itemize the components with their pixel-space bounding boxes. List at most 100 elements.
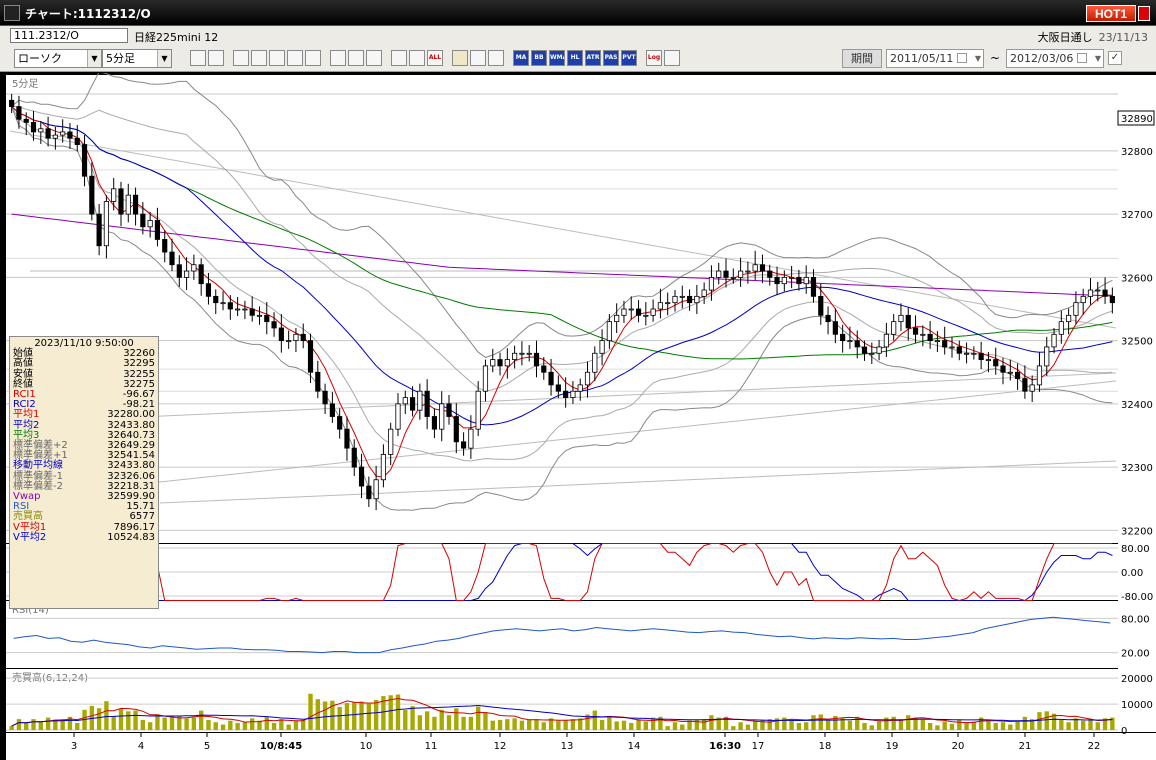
pvt-button[interactable]: PVT bbox=[621, 50, 637, 66]
candle-body bbox=[395, 403, 401, 430]
candle-body bbox=[781, 276, 787, 285]
data-window-label: 平均3 bbox=[13, 429, 40, 441]
candle-body bbox=[373, 479, 379, 500]
hl-button[interactable]: HL bbox=[567, 50, 583, 66]
ma-button[interactable]: MA bbox=[513, 50, 529, 66]
data-window-value: 32433.80 bbox=[107, 419, 155, 431]
candle-body bbox=[934, 340, 940, 343]
candle-body bbox=[796, 276, 802, 285]
candle2-icon[interactable] bbox=[409, 50, 425, 66]
wma-button[interactable]: WMA bbox=[549, 50, 565, 66]
calendar-icon[interactable] bbox=[957, 53, 967, 63]
candle-body bbox=[475, 390, 481, 430]
swap-icon[interactable] bbox=[287, 50, 303, 66]
bar-icon[interactable] bbox=[269, 50, 285, 66]
chevron-down-icon[interactable]: ▼ bbox=[1094, 54, 1101, 63]
candle1-icon[interactable] bbox=[391, 50, 407, 66]
redo-icon[interactable] bbox=[366, 50, 382, 66]
candle-body bbox=[891, 321, 897, 335]
candle-body bbox=[920, 333, 926, 336]
pen-icon[interactable] bbox=[330, 50, 346, 66]
candle-body bbox=[424, 390, 430, 417]
log-icon[interactable]: Log bbox=[646, 50, 662, 66]
palette-icon[interactable] bbox=[488, 50, 504, 66]
data-window-value: 7896.17 bbox=[113, 521, 155, 533]
volume-bar bbox=[308, 693, 313, 730]
rsi-line bbox=[13, 616, 1111, 654]
date-to-value: 2012/03/06 bbox=[1010, 52, 1074, 65]
candle-body bbox=[956, 346, 962, 354]
volume-bar bbox=[446, 715, 452, 730]
candle-body bbox=[614, 314, 620, 323]
rsi-y-label: 80.00 bbox=[1121, 614, 1150, 625]
x-axis-label: 22 bbox=[1088, 741, 1101, 752]
candle-body bbox=[380, 454, 386, 481]
price-panel[interactable] bbox=[6, 75, 1118, 543]
rsi-panel[interactable] bbox=[6, 601, 1118, 668]
info-icon[interactable] bbox=[305, 50, 321, 66]
candle-body bbox=[657, 302, 663, 310]
x-axis-area bbox=[6, 733, 1156, 760]
volume-bar bbox=[716, 717, 721, 730]
rsi-y-label: 20.00 bbox=[1121, 649, 1150, 660]
data-window-value: 32275 bbox=[123, 378, 155, 390]
zoom-icon[interactable] bbox=[190, 50, 206, 66]
period-button[interactable]: 期間 bbox=[842, 49, 882, 68]
volume-panel[interactable] bbox=[6, 669, 1118, 732]
osc-y-label: -80.00 bbox=[1121, 592, 1153, 603]
date-to-field[interactable]: 2012/03/06 ▼ bbox=[1006, 49, 1104, 68]
volume-bar bbox=[424, 711, 430, 730]
close-icon[interactable] bbox=[1138, 6, 1150, 21]
y-axis-label: 32700 bbox=[1121, 210, 1153, 221]
trend-line bbox=[159, 460, 1117, 504]
candle-body bbox=[577, 384, 583, 392]
chevron-down-icon[interactable]: ▼ bbox=[974, 54, 981, 63]
candle-body bbox=[847, 340, 853, 343]
chart-type-select[interactable]: ローソク ▼ bbox=[14, 49, 102, 68]
calendar-icon[interactable] bbox=[1077, 53, 1087, 63]
apply-check-button[interactable]: ✓ bbox=[1108, 51, 1122, 65]
date-from-field[interactable]: 2011/05/11 ▼ bbox=[886, 49, 984, 68]
target-icon[interactable] bbox=[251, 50, 267, 66]
all-button[interactable]: ALL bbox=[427, 50, 443, 66]
interval-select[interactable]: 5分足 ▼ bbox=[102, 49, 172, 68]
hot-button[interactable]: HOT1 bbox=[1086, 5, 1136, 22]
volume-bar bbox=[920, 719, 926, 730]
volume-bar bbox=[1000, 722, 1006, 730]
chart-area[interactable]: 5分足 RSI(14) 売買高(6,12,24) 20000 10000 0 80.… bbox=[0, 73, 1156, 760]
chart-svg[interactable]: 5分足 RSI(14) 売買高(6,12,24) 20000 10000 0 80.… bbox=[0, 73, 1156, 760]
volume-y-label: 0 bbox=[1121, 726, 1127, 737]
wrench-icon[interactable] bbox=[470, 50, 486, 66]
volume-panel-label: 売買高(6,12,24) bbox=[12, 671, 88, 684]
data-window-row: 移動平均線 32433.80 bbox=[13, 461, 155, 471]
candle-body bbox=[482, 365, 489, 392]
volume-bar bbox=[271, 723, 277, 730]
volume-bar bbox=[906, 715, 911, 730]
gear-icon[interactable] bbox=[452, 50, 468, 66]
cursor-icon[interactable] bbox=[208, 50, 224, 66]
volume-bar bbox=[694, 719, 700, 730]
flag-icon[interactable] bbox=[664, 50, 680, 66]
volume-bar bbox=[971, 721, 977, 730]
candle-body bbox=[584, 371, 591, 386]
volume-bar bbox=[869, 725, 874, 730]
volume-bar bbox=[344, 703, 350, 730]
code-field[interactable]: 111.2312/O bbox=[10, 28, 128, 43]
candle-body bbox=[555, 384, 561, 392]
data-window-label: 標準偏差-2 bbox=[13, 480, 63, 492]
session-label: 大阪日通し bbox=[1037, 31, 1093, 44]
bb-button[interactable]: BB bbox=[531, 50, 547, 66]
atr-button[interactable]: ATR bbox=[585, 50, 601, 66]
select-icon[interactable] bbox=[348, 50, 364, 66]
candle-body bbox=[256, 314, 263, 317]
data-window-row: RCI2 -98.21 bbox=[13, 400, 155, 410]
volume-bar bbox=[206, 719, 211, 730]
down-icon[interactable] bbox=[233, 50, 249, 66]
candle-body bbox=[1007, 371, 1013, 374]
volume-bar bbox=[927, 723, 933, 730]
data-window-row: 標準偏差+1 32541.54 bbox=[13, 451, 155, 461]
data-window-label: 終値 bbox=[13, 378, 33, 390]
pas-button[interactable]: PAS bbox=[603, 50, 619, 66]
data-window-label: RCI2 bbox=[13, 399, 36, 411]
volume-bar bbox=[731, 726, 736, 730]
